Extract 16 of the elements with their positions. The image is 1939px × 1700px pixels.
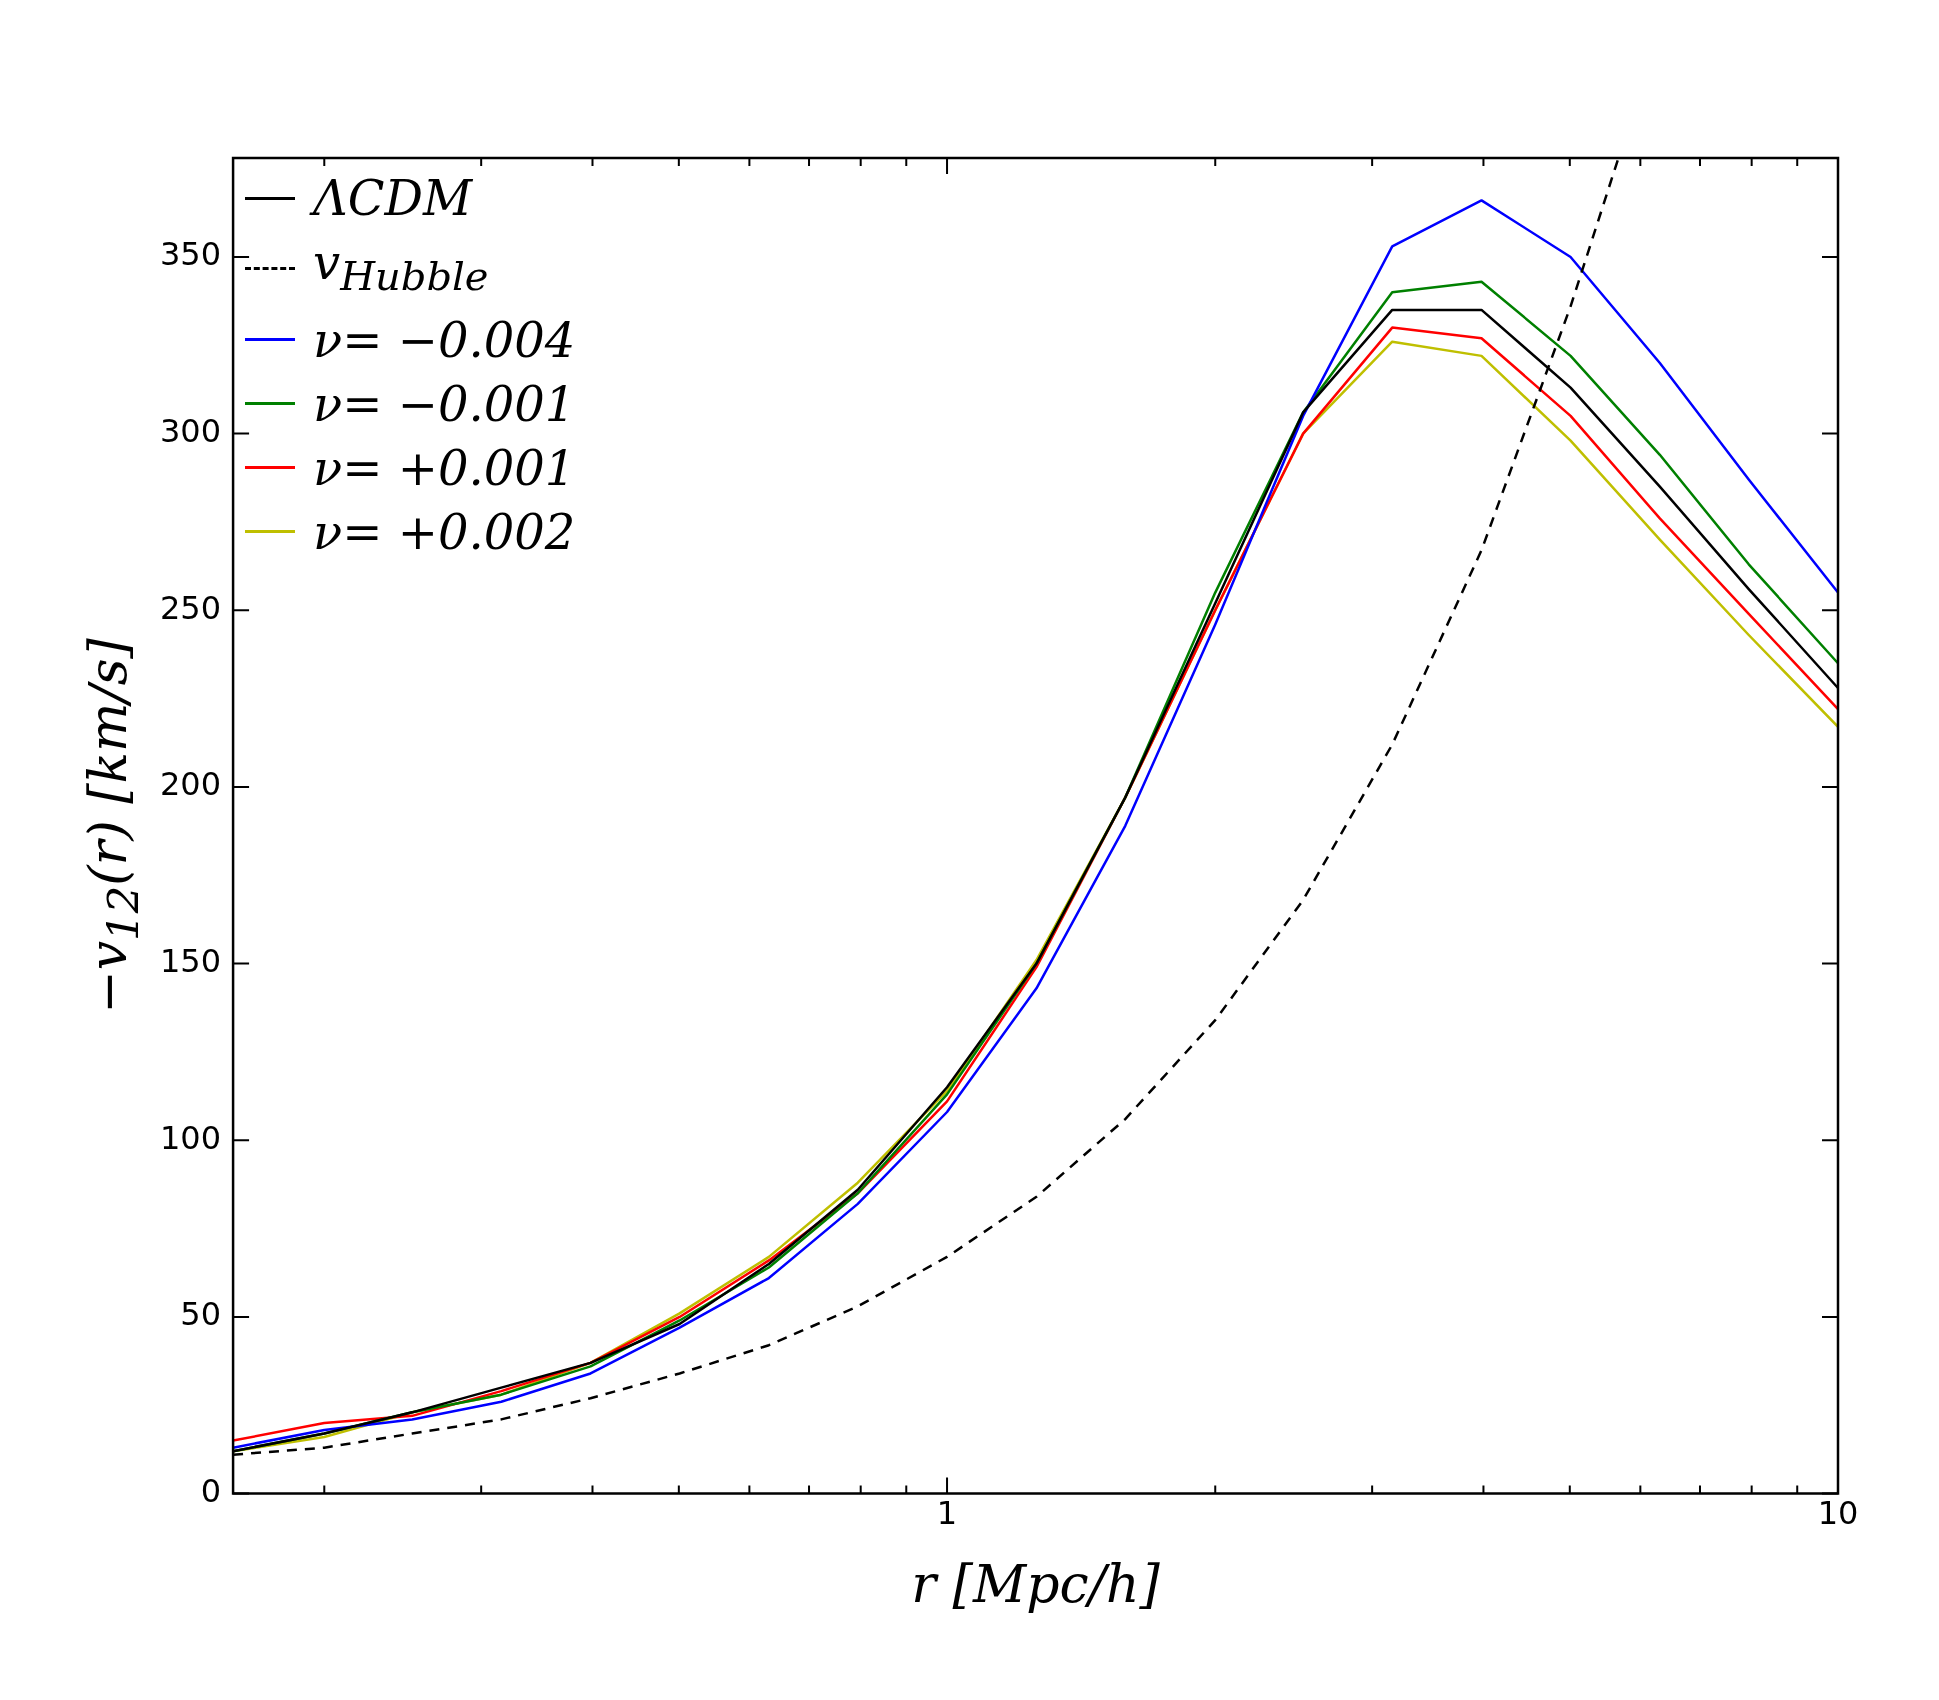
y-tick-label: 200 [160, 765, 222, 804]
y-tick-label: 350 [160, 235, 222, 274]
legend-label: ν= −0.001 [313, 374, 576, 434]
legend-label: ν= +0.002 [313, 502, 576, 562]
legend-label: ν= −0.004 [313, 310, 576, 370]
y-tick-label: 100 [160, 1118, 222, 1157]
y-tick-label: 300 [160, 411, 222, 450]
x-tick-label: 10 [1817, 1494, 1859, 1533]
legend-label: ν= +0.001 [313, 438, 576, 498]
y-tick-label: 150 [160, 941, 222, 980]
y-tick-label: 250 [160, 588, 222, 627]
legend-label: v$_{Hubble}$ [313, 233, 489, 301]
x-axis-title: r [Mpc/h] [911, 1553, 1160, 1614]
x-tick-label: 1 [936, 1494, 958, 1533]
y-tick-label: 0 [200, 1471, 222, 1510]
y-tick-label: 50 [180, 1295, 222, 1334]
